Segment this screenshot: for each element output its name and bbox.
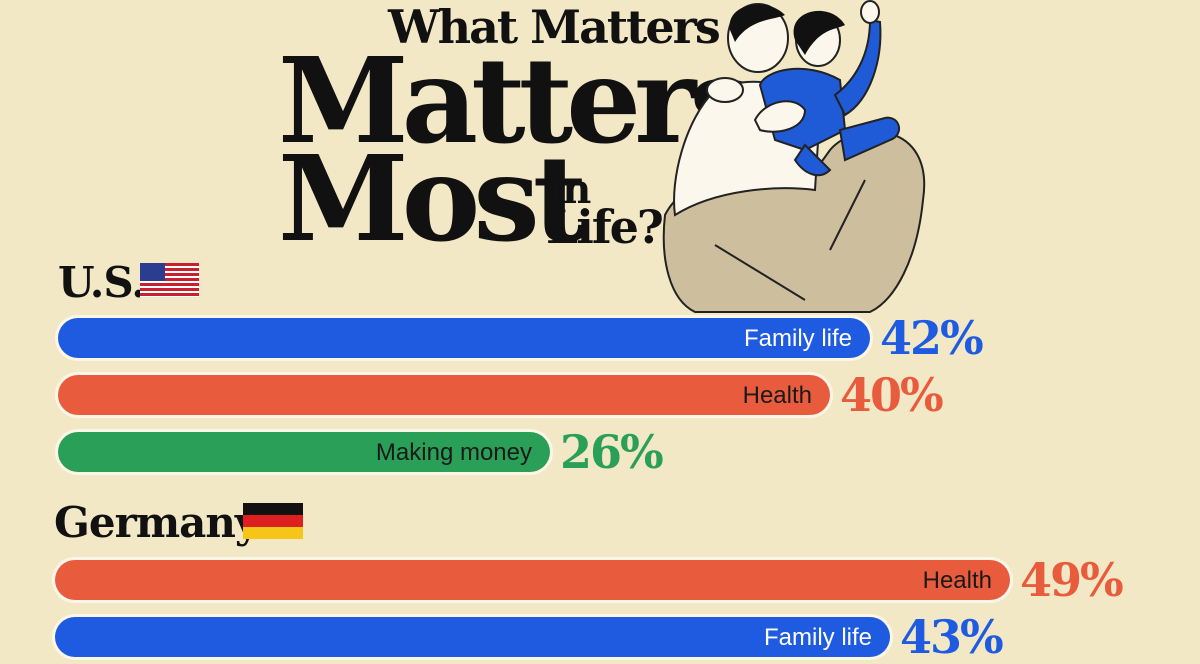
bar-value-label: 49% [1020,553,1124,607]
bar-label: Health [922,567,992,594]
bar-value-label: 40% [840,368,944,422]
bar-value-label: 26% [560,425,664,479]
parent-holding-child-illustration [662,0,926,313]
bar-label: Family life [743,325,852,352]
bar-money: Making money [58,432,550,472]
bar-label: Family life [763,624,872,651]
title-matters: Matters [278,31,756,170]
title-in: in [548,166,591,213]
title-small: What Matters [388,0,721,54]
bar-value-label: 42% [880,311,984,365]
germany-flag-icon [243,503,303,539]
title-most: Most [278,129,587,268]
bar-label: Making money [375,439,532,466]
bar-health: Health [58,375,830,415]
us-flag-icon [140,263,199,297]
bar-label: Health [742,382,812,409]
bar-health: Health [55,560,1010,600]
title-life: Life? [546,200,664,254]
country-label-us: U.S. [58,258,146,307]
country-label-germany: Germany [54,498,259,547]
bar-family: Family life [55,617,890,657]
bar-value-label: 43% [900,610,1004,664]
bar-family: Family life [58,318,870,358]
